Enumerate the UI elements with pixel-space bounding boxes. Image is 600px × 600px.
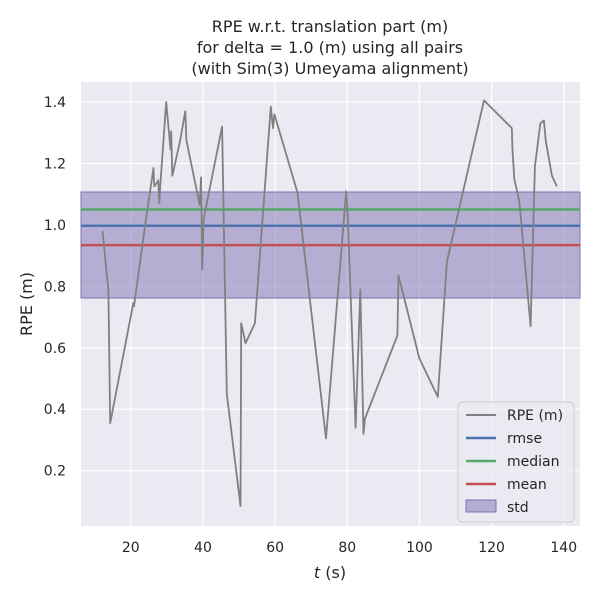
legend-label-median: median (507, 454, 559, 470)
x-tick-label-60: 60 (266, 540, 284, 556)
y-tick-labels: 0.2 0.4 0.6 0.8 1.0 1.2 1.4 (44, 95, 66, 480)
chart-title-line-2: for delta = 1.0 (m) using all pairs (197, 38, 463, 57)
legend-label-rmse: rmse (507, 431, 542, 447)
legend: RPE (m) rmse median mean std (457, 401, 575, 523)
legend-swatch-std (465, 499, 497, 513)
x-axis-label-unit: (s) (320, 563, 346, 582)
y-tick-label-0-6: 0.6 (44, 341, 66, 357)
series-layer (101, 99, 558, 507)
y-tick-label-1-2: 1.2 (44, 156, 66, 172)
rpe-series-line (101, 99, 558, 507)
x-tick-labels: 20 40 60 80 100 120 140 (122, 540, 577, 556)
y-tick-label-0-8: 0.8 (44, 279, 66, 295)
y-tick-label-0-2: 0.2 (44, 464, 66, 480)
y-axis-label: RPE (m) (17, 272, 36, 336)
legend-label-rpe: RPE (m) (507, 408, 563, 424)
x-tick-label-40: 40 (194, 540, 212, 556)
x-tick-label-140: 140 (550, 540, 577, 556)
x-tick-label-100: 100 (406, 540, 433, 556)
y-tick-label-0-4: 0.4 (44, 402, 66, 418)
legend-box (457, 401, 575, 523)
x-axis-label-variable: t (314, 563, 321, 582)
chart-title-line-3: (with Sim(3) Umeyama alignment) (191, 59, 468, 78)
legend-label-std: std (507, 500, 529, 516)
y-tick-label-1-4: 1.4 (44, 95, 66, 111)
chart-title-line-1: RPE w.r.t. translation part (m) (212, 17, 448, 36)
legend-label-mean: mean (507, 477, 547, 493)
y-tick-label-1: 1.0 (44, 218, 66, 234)
x-axis-label: t (s) (314, 563, 346, 582)
x-tick-label-120: 120 (478, 540, 505, 556)
x-tick-label-20: 20 (122, 540, 140, 556)
stat-lines-layer (81, 208, 580, 247)
x-tick-label-80: 80 (338, 540, 356, 556)
